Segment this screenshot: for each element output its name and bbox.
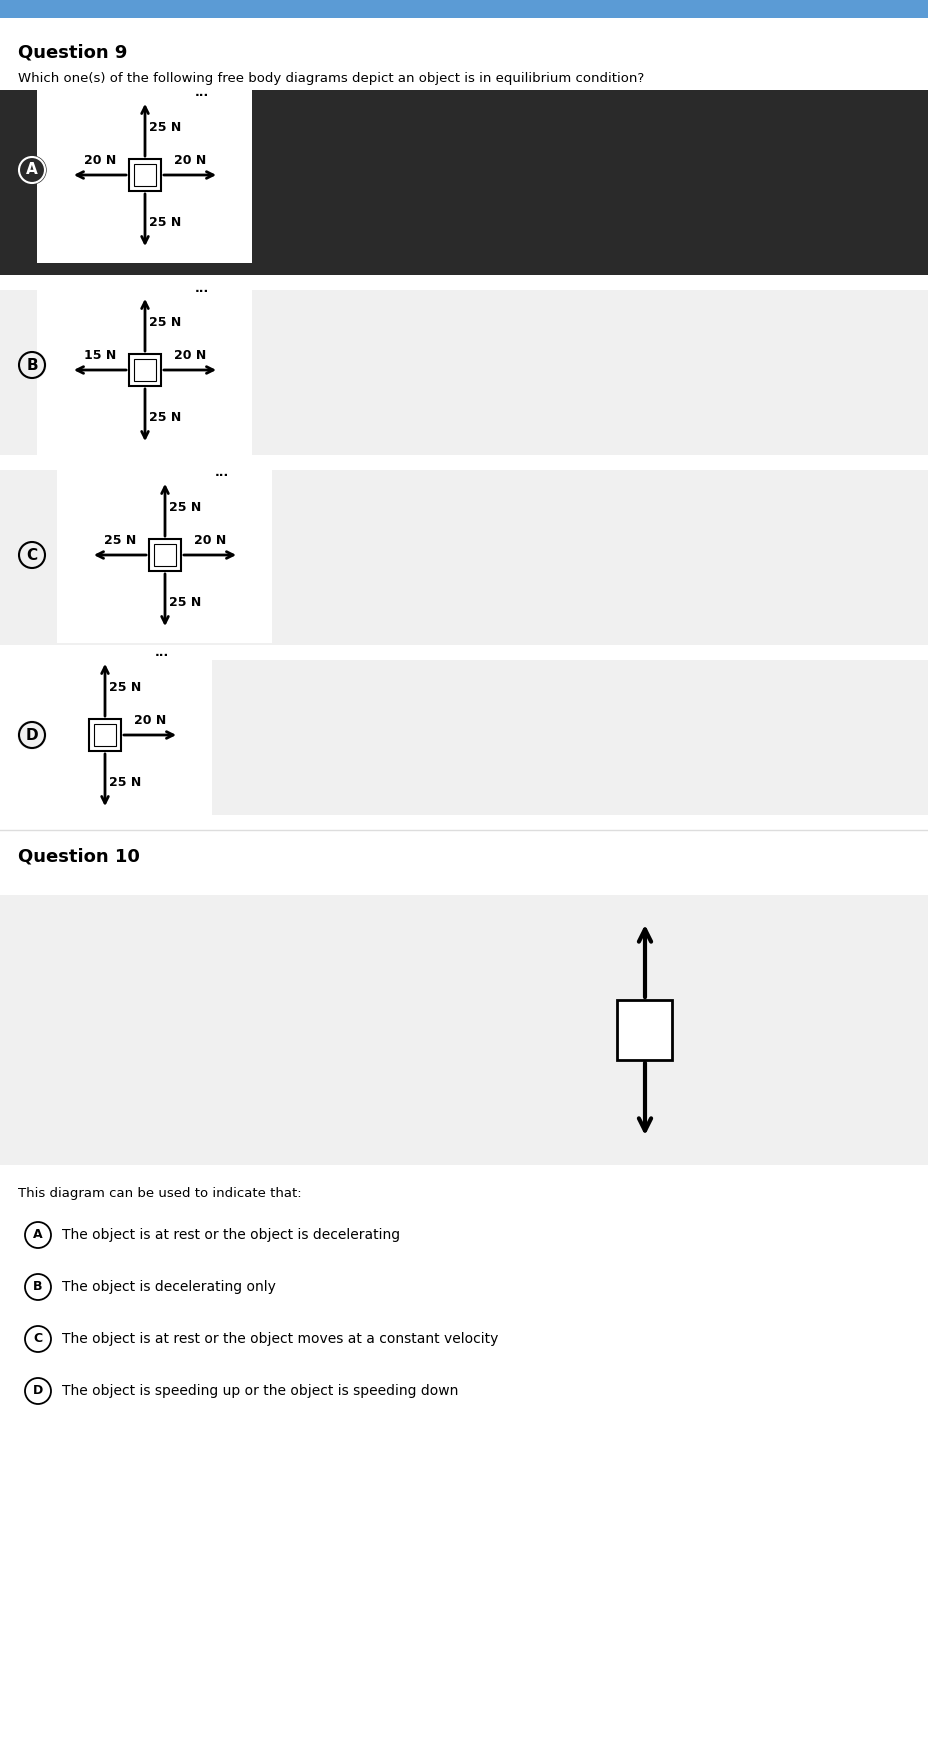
Bar [89,718,121,752]
Text: ...: ... [194,86,209,100]
Bar [154,544,176,566]
Bar [129,355,161,386]
Text: C: C [33,1332,43,1346]
Bar [94,724,116,746]
Text: D: D [26,727,38,743]
Bar [37,283,252,458]
Text: A: A [26,163,38,178]
Bar [37,87,252,262]
Bar [0,647,213,823]
Text: 20 N: 20 N [84,154,116,168]
Bar [0,290,928,454]
Circle shape [18,156,46,184]
Text: 15 N: 15 N [84,350,116,362]
Circle shape [18,540,46,570]
Text: A: A [33,1229,43,1241]
Text: 25 N: 25 N [109,776,141,790]
Text: 25 N: 25 N [148,411,181,425]
Bar [617,1000,672,1059]
Text: 20 N: 20 N [134,713,166,727]
Bar [0,0,928,17]
Text: 20 N: 20 N [174,154,206,168]
Text: 20 N: 20 N [194,533,226,547]
Text: ...: ... [154,647,169,659]
Bar [148,538,181,572]
Text: The object is decelerating only: The object is decelerating only [62,1280,276,1294]
Text: C: C [26,547,37,563]
Bar [58,467,272,643]
Text: The object is speeding up or the object is speeding down: The object is speeding up or the object … [62,1384,458,1398]
Bar [0,470,928,645]
Text: ...: ... [214,467,228,479]
Bar [0,661,928,815]
Text: Question 10: Question 10 [18,848,140,865]
Text: D: D [32,1384,43,1397]
Text: 25 N: 25 N [148,316,181,329]
Text: B: B [26,358,38,372]
Text: Question 9: Question 9 [18,44,127,61]
Text: The object is at rest or the object moves at a constant velocity: The object is at rest or the object move… [62,1332,497,1346]
Text: This diagram can be used to indicate that:: This diagram can be used to indicate tha… [18,1187,302,1199]
Text: 25 N: 25 N [104,533,136,547]
Text: The object is at rest or the object is decelerating: The object is at rest or the object is d… [62,1229,400,1243]
Circle shape [18,351,46,379]
Text: 25 N: 25 N [148,217,181,229]
Bar [0,895,928,1164]
Text: 25 N: 25 N [169,596,201,610]
Text: 25 N: 25 N [148,121,181,133]
Text: Which one(s) of the following free body diagrams depict an object is in equilibr: Which one(s) of the following free body … [18,72,643,86]
Bar [0,89,928,274]
Bar [134,358,156,381]
Text: 25 N: 25 N [169,500,201,514]
Text: ...: ... [194,281,209,294]
Bar [129,159,161,191]
Circle shape [18,720,46,748]
Text: B: B [33,1281,43,1294]
Bar [134,164,156,187]
Text: 20 N: 20 N [174,350,206,362]
Text: 25 N: 25 N [109,680,141,694]
